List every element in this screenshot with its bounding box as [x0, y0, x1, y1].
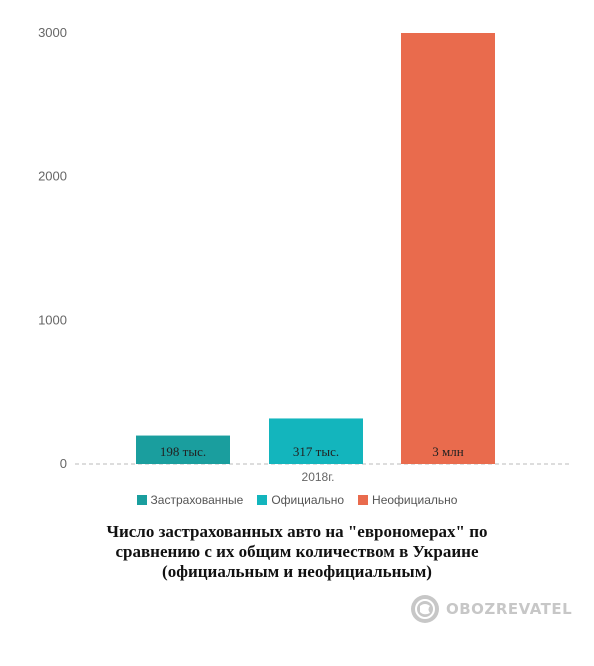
legend-label: Застрахованные: [150, 493, 244, 507]
y-tick-label: 1000: [38, 312, 67, 327]
caption-line: сравнению с их общим количеством в Украи…: [115, 542, 479, 561]
caption-line: Число застрахованных авто на "еврономера…: [106, 522, 488, 541]
y-tick-label: 3000: [38, 25, 67, 40]
globe-logo-icon: [411, 595, 439, 623]
legend-label: Неофициально: [372, 493, 458, 507]
y-tick-label: 2000: [38, 169, 67, 184]
legend-swatch: [136, 495, 147, 505]
bar[interactable]: [269, 418, 363, 464]
legend-swatch: [257, 495, 268, 505]
watermark: OBOZREVATEL: [410, 594, 572, 624]
chart-caption: Число застрахованных авто на "еврономера…: [0, 522, 594, 582]
data-label: 198 тыс.: [160, 444, 206, 459]
data-labels: 198 тыс. 317 тыс. 3 млн: [160, 444, 464, 459]
category-label: 2018г.: [302, 470, 335, 484]
data-label: 3 млн: [432, 444, 463, 459]
caption-line: (официальным и неофициальным): [162, 562, 432, 581]
legend-item-unofficial[interactable]: Неофициально: [358, 493, 457, 507]
bars: [136, 33, 495, 464]
bar-chart: 0 1000 2000 3000 198 тыс. 317 тыс. 3 млн 2018…: [38, 25, 570, 484]
legend-item-insured[interactable]: Застрахованные: [136, 493, 244, 507]
legend-swatch: [358, 495, 369, 505]
y-axis-ticks: 0 1000 2000 3000: [38, 25, 67, 471]
legend-label: Официально: [271, 493, 345, 507]
legend-item-official[interactable]: Официально: [257, 493, 344, 507]
bar[interactable]: [401, 33, 495, 464]
bar[interactable]: [136, 435, 230, 464]
watermark-text: OBOZREVATEL: [446, 600, 573, 618]
y-tick-label: 0: [60, 456, 67, 471]
legend: Застрахованные Официально Неофициально: [0, 493, 594, 507]
data-label: 317 тыс.: [293, 444, 339, 459]
